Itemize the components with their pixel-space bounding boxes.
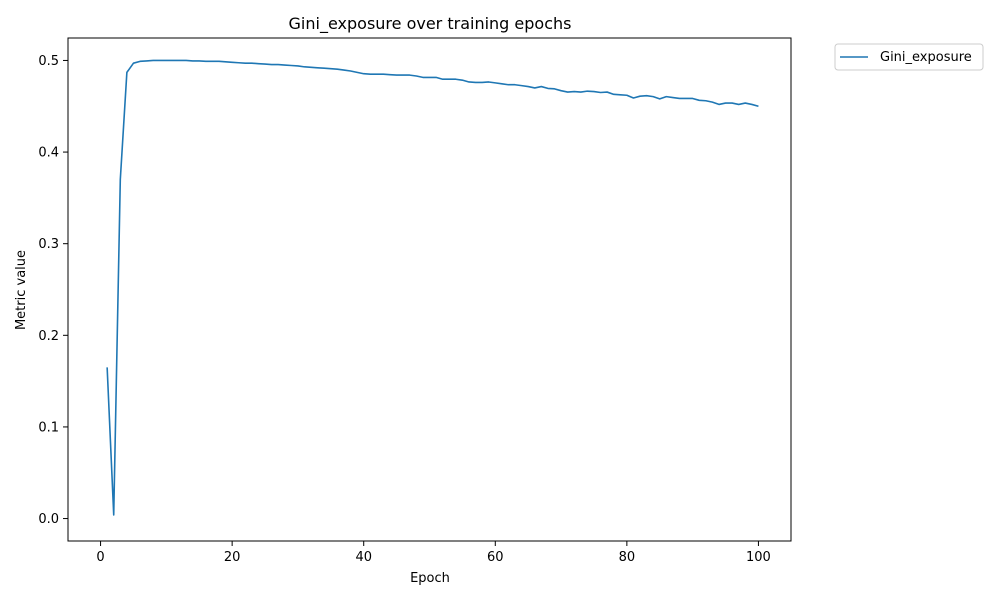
- x-axis-label: Epoch: [410, 571, 450, 586]
- legend-label-gini-exposure: Gini_exposure: [880, 50, 972, 65]
- y-tick-label: 0.3: [38, 237, 59, 252]
- plot-frame: [67, 37, 792, 542]
- y-axis-ticks: 0.0 0.1 0.2 0.3 0.4 0.5: [38, 54, 68, 527]
- y-tick-label: 0.1: [38, 420, 59, 435]
- x-tick-label: 60: [487, 550, 504, 565]
- legend-box: [834, 43, 984, 71]
- series-line-gini-exposure: [106, 59, 759, 516]
- x-tick-label: 80: [619, 550, 636, 565]
- y-tick-label: 0.2: [38, 329, 59, 344]
- x-tick-label: 100: [746, 550, 771, 565]
- plot-area: [67, 37, 792, 542]
- y-tick-label: 0.4: [38, 146, 59, 161]
- y-tick-label: 0.0: [38, 512, 59, 527]
- x-tick-label: 20: [224, 550, 241, 565]
- y-axis-label: Metric value: [14, 250, 29, 330]
- x-axis-ticks: 0 20 40 60 80 100: [96, 541, 771, 565]
- legend: Gini_exposure: [834, 43, 984, 71]
- y-tick-label: 0.5: [38, 54, 59, 69]
- chart-title: Gini_exposure over training epochs: [289, 14, 572, 34]
- x-tick-label: 40: [355, 550, 372, 565]
- x-tick-label: 0: [96, 550, 104, 565]
